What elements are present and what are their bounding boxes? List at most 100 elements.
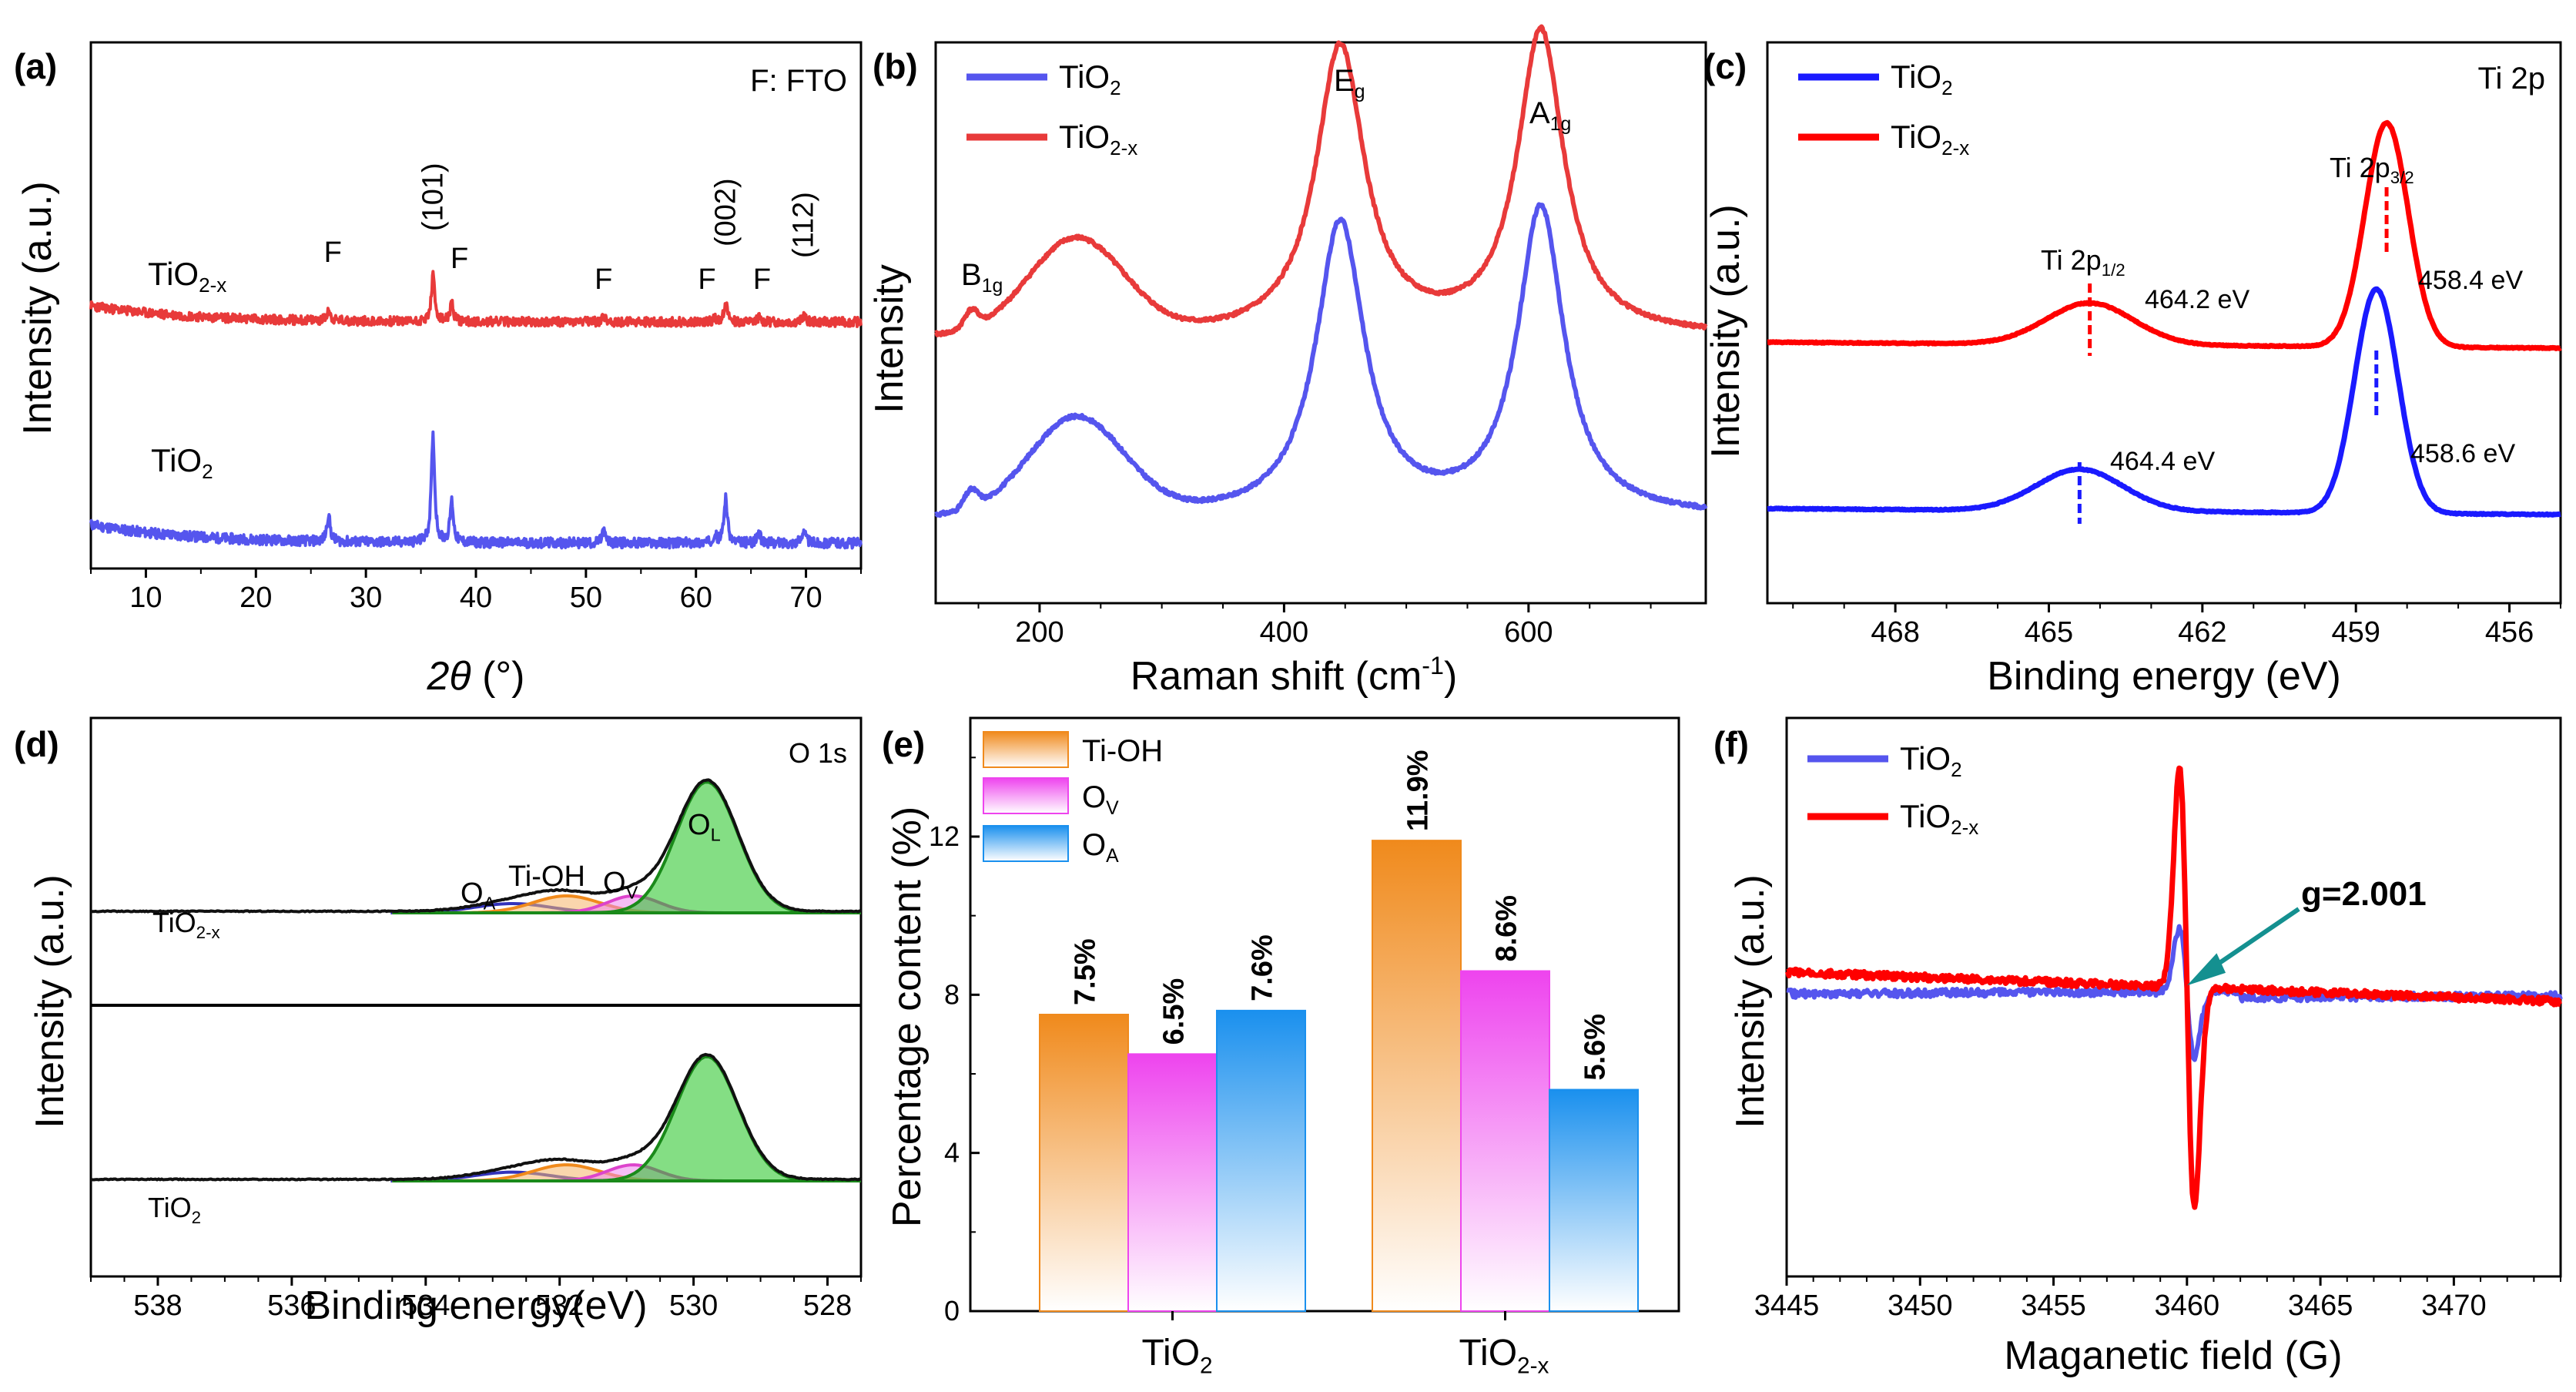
raman-curve-tio2-x bbox=[934, 24, 1708, 337]
plane-label: (112) bbox=[788, 192, 820, 258]
component-ol bbox=[392, 1055, 861, 1182]
peak-label: F bbox=[595, 263, 612, 296]
o1s-envelope bbox=[90, 1052, 862, 1182]
x-tick-label: 528 bbox=[803, 1290, 852, 1322]
mode-label: A1g bbox=[1529, 96, 1571, 135]
y-axis-title: Intensity (a.u.) bbox=[1703, 204, 1748, 458]
bar-ov bbox=[1127, 1053, 1218, 1313]
legend-swatch bbox=[983, 825, 1069, 862]
x-tick-label: 200 bbox=[1015, 616, 1064, 649]
legend-label: TiO2-x bbox=[1891, 119, 1969, 159]
bar-oa bbox=[1549, 1088, 1639, 1312]
y-tick-label: 0 bbox=[944, 1295, 960, 1327]
panel-e-frame bbox=[969, 716, 1680, 1313]
x-tick-label: 468 bbox=[1871, 616, 1919, 649]
legend-label: TiO2-x bbox=[1900, 798, 1978, 839]
legend-label: TiO2-x bbox=[1059, 119, 1137, 159]
peak-label: Ti 2p3/2 bbox=[2330, 152, 2414, 187]
annotation: F: FTO bbox=[750, 64, 847, 98]
legend-label: OV bbox=[1082, 780, 1119, 819]
x-tick-label: 3445 bbox=[1754, 1290, 1820, 1322]
panel-label: (f) bbox=[1713, 724, 1749, 764]
component-label: OV bbox=[603, 867, 638, 902]
legend-swatch bbox=[983, 731, 1069, 768]
x-tick-label: 40 bbox=[460, 582, 492, 614]
x-tick-label: 538 bbox=[133, 1290, 182, 1322]
x-tick-label: 530 bbox=[669, 1290, 718, 1322]
energy-label: 458.4 eV bbox=[2418, 266, 2523, 295]
y-tick-label: 4 bbox=[944, 1137, 960, 1169]
xps-ti-curve-tio2 bbox=[1766, 286, 2562, 518]
x-tick-label: 3460 bbox=[2155, 1290, 2220, 1322]
bar-value-label: 8.6% bbox=[1491, 895, 1523, 962]
legend-label: Ti-OH bbox=[1082, 734, 1163, 768]
plane-label: (101) bbox=[417, 163, 449, 231]
o1s-envelope bbox=[90, 778, 862, 914]
y-axis-title: Percentage content (%) bbox=[885, 807, 930, 1227]
axis-label: Raman shift (cm-1) bbox=[1131, 652, 1458, 699]
legend-label: OA bbox=[1082, 828, 1119, 867]
panel-label: (d) bbox=[14, 724, 59, 764]
raman-curve-tio2 bbox=[934, 202, 1708, 518]
epr-curve-tio2-x bbox=[1784, 765, 2563, 1210]
panel-b-frame bbox=[934, 41, 1707, 605]
x-tick-label: 70 bbox=[789, 582, 822, 614]
curve-label: TiO2-x bbox=[152, 907, 220, 942]
y-axis-title: Intensity (a.u.) bbox=[28, 874, 72, 1128]
xps-ti-curve-tio2-x bbox=[1766, 119, 2562, 351]
plane-label: (002) bbox=[709, 178, 742, 247]
bar-value-label: 7.6% bbox=[1247, 934, 1279, 1001]
category-label: TiO2 bbox=[1142, 1333, 1213, 1379]
x-axis-title: 2θ (°) bbox=[426, 654, 524, 699]
category-label: TiO2-x bbox=[1459, 1333, 1549, 1379]
bar-oa bbox=[1216, 1009, 1306, 1313]
legend-label: TiO2 bbox=[1059, 59, 1121, 99]
legend-label: TiO2 bbox=[1891, 59, 1953, 99]
panel-label: (b) bbox=[873, 46, 918, 86]
x-tick-label: 462 bbox=[2178, 616, 2226, 649]
mode-label: Eg bbox=[1334, 64, 1365, 102]
x-tick-label: 30 bbox=[350, 582, 382, 614]
x-tick-label: 50 bbox=[570, 582, 602, 614]
bar-value-label: 6.5% bbox=[1158, 978, 1191, 1045]
curve-label: TiO2-x bbox=[148, 256, 226, 297]
panel-a-frame bbox=[89, 41, 863, 570]
x-tick-label: 536 bbox=[267, 1290, 316, 1322]
peak-label: F bbox=[698, 263, 715, 296]
x-tick-label: 60 bbox=[680, 582, 712, 614]
bar-ti-oh bbox=[1039, 1014, 1129, 1312]
x-tick-label: 10 bbox=[129, 582, 162, 614]
panel-c-frame bbox=[1766, 41, 2562, 605]
bar-value-label: 11.9% bbox=[1402, 750, 1435, 831]
x-tick-label: 456 bbox=[2485, 616, 2534, 649]
x-tick-label: 459 bbox=[2331, 616, 2380, 649]
x-tick-label: 532 bbox=[535, 1290, 584, 1322]
panel-label: (e) bbox=[882, 724, 925, 764]
peak-label: F bbox=[451, 243, 468, 275]
x-tick-label: 465 bbox=[2025, 616, 2073, 649]
y-axis-title: Intensity bbox=[867, 264, 912, 414]
xrd-curve-tio2 bbox=[89, 430, 863, 550]
component-label: OL bbox=[688, 809, 721, 844]
panel-label: (c) bbox=[1703, 46, 1747, 86]
panel-d-frame bbox=[89, 716, 863, 1278]
x-tick-label: 600 bbox=[1504, 616, 1553, 649]
peak-label: Ti 2p1/2 bbox=[2041, 244, 2125, 280]
bar-ov bbox=[1460, 970, 1550, 1312]
peak-label: F bbox=[753, 263, 771, 296]
bar-value-label: 5.6% bbox=[1579, 1014, 1612, 1081]
mode-label: B1g bbox=[961, 258, 1003, 297]
energy-label: 464.4 eV bbox=[2110, 447, 2215, 476]
y-tick-label: 8 bbox=[944, 978, 960, 1010]
x-axis-title: Binding energy (eV) bbox=[1987, 654, 2341, 699]
x-tick-label: 3465 bbox=[2288, 1290, 2353, 1322]
component-label: Ti-OH bbox=[508, 860, 585, 893]
annotation: Ti 2p bbox=[2478, 62, 2545, 96]
x-tick-label: 3470 bbox=[2421, 1290, 2487, 1322]
y-tick-label: 12 bbox=[929, 820, 960, 852]
x-tick-label: 20 bbox=[240, 582, 272, 614]
bar-ti-oh bbox=[1372, 840, 1462, 1312]
bar-value-label: 7.5% bbox=[1070, 938, 1102, 1005]
x-tick-label: 3450 bbox=[1888, 1290, 1953, 1322]
